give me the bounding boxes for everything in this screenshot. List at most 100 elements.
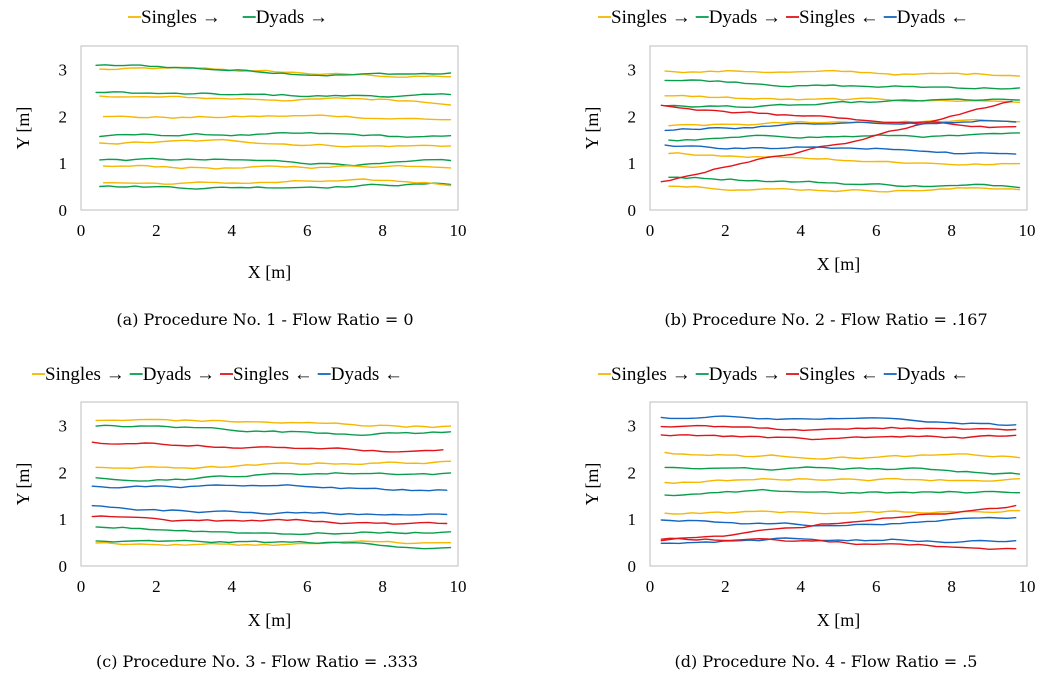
y-tick-label: 2: [59, 107, 68, 126]
x-tick-label: 10: [450, 221, 467, 240]
trajectory-line: [95, 472, 452, 482]
trajectory-line: [102, 178, 452, 187]
legend-entry: Dyads →: [709, 7, 781, 28]
trajectory-line: [91, 505, 448, 516]
y-tick-label: 1: [59, 154, 68, 173]
legend-entry: Dyads ←: [897, 364, 969, 385]
legend-entry: Singles ←: [799, 364, 879, 385]
trajectory-line: [668, 118, 1021, 127]
x-axis-label: X [m]: [817, 254, 861, 274]
trajectory-line: [95, 526, 452, 536]
trajectory-line: [91, 441, 444, 453]
y-tick-label: 3: [628, 60, 637, 79]
y-tick-label: 2: [628, 463, 637, 482]
legend-entry: Singles →: [611, 364, 691, 385]
trajectory-line: [660, 415, 1017, 426]
legend-entry: Singles →: [611, 7, 691, 28]
x-tick-label: 8: [947, 221, 956, 240]
y-axis-label: Y [m]: [13, 463, 33, 506]
y-tick-label: 2: [59, 463, 68, 482]
legend-entry: Dyads ←: [897, 7, 969, 28]
plot-area: [649, 45, 1028, 211]
x-tick-label: 2: [721, 577, 730, 596]
legend-entry: Singles ←: [233, 364, 313, 385]
x-tick-label: 10: [450, 577, 467, 596]
x-tick-label: 8: [947, 577, 956, 596]
x-tick-label: 2: [721, 221, 730, 240]
x-tick-label: 6: [303, 577, 312, 596]
plot-area: [649, 401, 1028, 567]
y-axis-label: Y [m]: [13, 107, 33, 150]
y-tick-label: 2: [628, 107, 637, 126]
x-tick-label: 6: [872, 577, 881, 596]
subplot-1: 0 2 4 6 8 10 0 1 2 3 X [m] Y [m] Singles → Dyads → (a)…: [13, 7, 467, 329]
trajectory-line: [99, 131, 452, 138]
y-tick-label: 3: [59, 60, 68, 79]
x-tick-label: 4: [797, 221, 806, 240]
trajectory-line: [95, 539, 452, 550]
x-tick-label: 10: [1019, 221, 1036, 240]
subfigure-caption: (a) Procedure No. 1 - Flow Ratio = 0: [116, 310, 413, 329]
trajectory-line: [668, 185, 1021, 193]
x-axis-label: X [m]: [248, 610, 292, 630]
x-tick-label: 2: [152, 577, 161, 596]
trajectory-line: [664, 119, 1017, 132]
y-tick-label: 1: [628, 510, 637, 529]
subfigure-caption: (b) Procedure No. 2 - Flow Ratio = .167: [664, 310, 987, 329]
trajectory-line: [99, 66, 452, 78]
trajectory-line: [664, 466, 1021, 475]
trajectory-line: [660, 104, 1017, 129]
legend: Singles → Dyads → Singles ← Dyads ←: [598, 364, 969, 385]
trajectory-line: [95, 424, 452, 436]
x-tick-label: 2: [152, 221, 161, 240]
trajectory-line: [664, 94, 1021, 104]
trajectory-line: [664, 98, 1021, 109]
trajectory-line: [95, 91, 452, 98]
plot-area: [80, 401, 459, 567]
legend: Singles → Dyads → Singles ← Dyads ←: [32, 364, 403, 385]
x-tick-label: 6: [872, 221, 881, 240]
y-axis-label: Y [m]: [582, 107, 602, 150]
trajectory-line: [99, 182, 452, 190]
trajectory-line: [664, 477, 1021, 484]
trajectory-line: [664, 79, 1021, 90]
trajectory-line: [95, 540, 452, 547]
trajectory-line: [668, 132, 1021, 142]
trajectory-line: [95, 418, 452, 429]
trajectory-line: [91, 484, 448, 492]
trajectory-line: [660, 100, 1013, 183]
x-tick-label: 8: [378, 221, 387, 240]
legend: Singles → Dyads →: [128, 7, 328, 28]
y-tick-label: 3: [59, 416, 68, 435]
legend-entry: Dyads →: [256, 7, 328, 28]
trajectory-line: [664, 451, 1021, 460]
x-tick-label: 8: [378, 577, 387, 596]
trajectory-line: [99, 138, 452, 148]
trajectory-line: [99, 157, 452, 167]
legend-entry: Dyads ←: [331, 364, 403, 385]
trajectory-line: [660, 537, 1017, 545]
x-tick-label: 4: [797, 577, 806, 596]
trajectory-line: [668, 152, 1021, 166]
trajectory-line: [102, 164, 452, 170]
y-tick-label: 3: [628, 416, 637, 435]
y-tick-label: 1: [59, 510, 68, 529]
legend-entry: Singles ←: [799, 7, 879, 28]
legend-entry: Singles →: [141, 7, 221, 28]
trajectory-line: [664, 488, 1021, 497]
y-tick-label: 0: [59, 557, 68, 576]
trajectory-line: [99, 95, 452, 106]
subfigure-caption: (d) Procedure No. 4 - Flow Ratio = .5: [675, 652, 978, 671]
x-axis-label: X [m]: [248, 262, 292, 282]
x-tick-label: 4: [228, 221, 237, 240]
x-tick-label: 0: [77, 221, 86, 240]
x-tick-label: 0: [646, 221, 655, 240]
trajectory-line: [668, 176, 1021, 189]
trajectory-line: [664, 144, 1017, 155]
trajectory-line: [660, 434, 1017, 441]
trajectory-line: [660, 516, 1017, 527]
x-axis-label: X [m]: [817, 610, 861, 630]
